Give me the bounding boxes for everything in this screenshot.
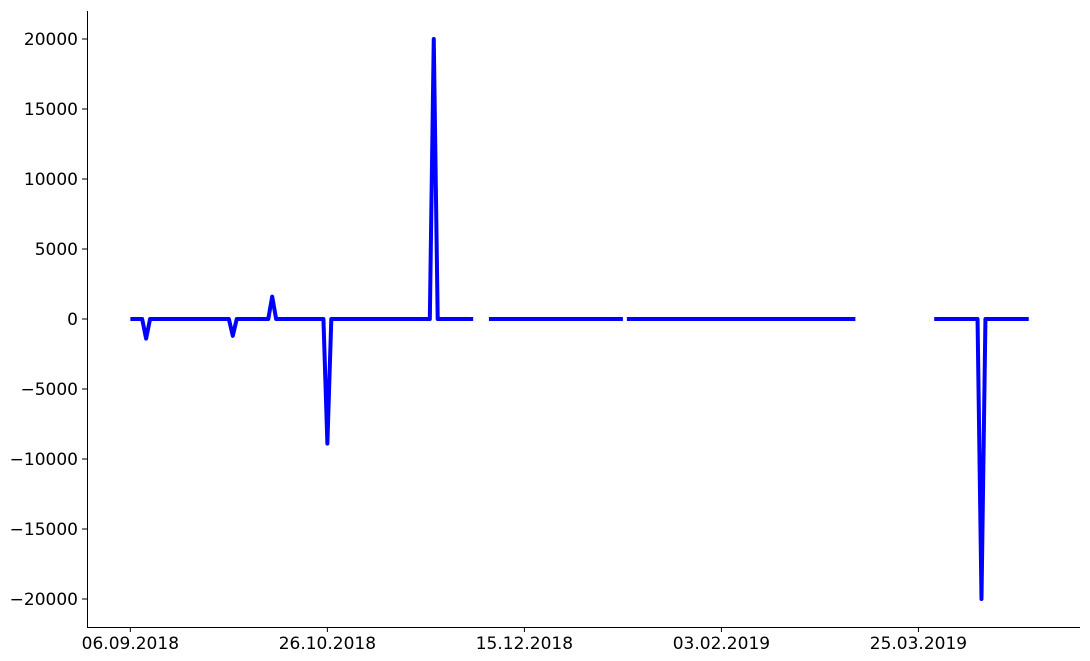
y-ticks: 20000 15000 10000 5000 0 −5000 −10000 −15000 −20… [10,30,87,610]
x-tick-label: 26.10.2018 [279,634,376,654]
x-tick-label: 03.02.2019 [673,634,770,654]
y-tick-label: −5000 [20,380,78,400]
y-tick-label: 10000 [24,170,78,190]
y-tick-label: 0 [67,310,78,330]
x-tick-label: 25.03.2019 [870,634,967,654]
y-tick-label: 5000 [35,240,78,260]
x-tick-label: 15.12.2018 [476,634,573,654]
x-tick-label: 06.09.2018 [82,634,179,654]
series-layer [130,37,1029,601]
y-tick-label: −10000 [10,450,78,470]
y-tick-label: −15000 [10,520,78,540]
series-line-segment [130,37,474,446]
y-tick-label: −20000 [10,590,78,610]
x-ticks: 06.09.2018 26.10.2018 15.12.2018 03.02.2019… [82,627,967,654]
y-tick-label: 20000 [24,30,78,50]
y-tick-label: 15000 [24,100,78,120]
series-line-segment [934,317,1029,601]
